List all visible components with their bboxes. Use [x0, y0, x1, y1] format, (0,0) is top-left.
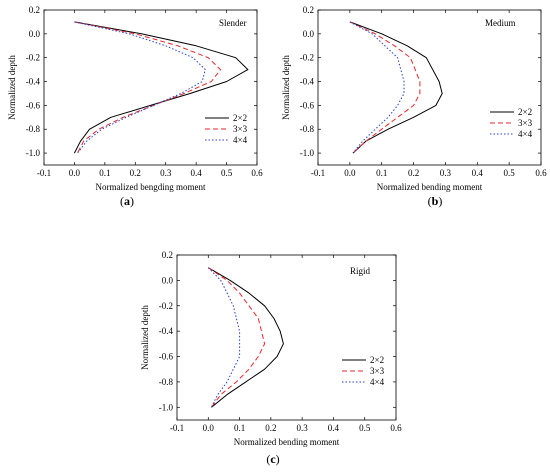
- legend-label: 2×2: [370, 355, 384, 365]
- y-tick-label: 0.0: [162, 275, 174, 285]
- y-axis-label: Normalized depth: [140, 305, 150, 370]
- x-tick-label: -0.1: [311, 168, 325, 178]
- x-tick-label: 0.3: [297, 423, 309, 433]
- y-tick-label: -0.2: [26, 53, 40, 63]
- x-axis-label: Normalized bengding moment: [96, 182, 206, 192]
- panel-caption: (b): [428, 194, 443, 208]
- y-tick-label: -0.8: [159, 377, 174, 387]
- chart-panel-b: -0.1 0.0 0.1 0.2 0.3 0.4 0.5 0.6 0.2 0.0 -0.2 -0.4 -…: [281, 5, 547, 208]
- y-tick-label: 0.0: [29, 29, 41, 39]
- x-tick-label: 0.6: [251, 168, 263, 178]
- panel-annotation: Slender: [219, 18, 247, 28]
- x-tick-label: 0.3: [160, 168, 172, 178]
- plot-frame: [317, 9, 542, 166]
- legend-label: 3×3: [518, 118, 533, 128]
- y-axis-label: Normalized depth: [281, 55, 291, 120]
- series-line-2: [208, 267, 266, 408]
- x-tick-label: 0.1: [99, 168, 110, 178]
- x-tick-label: 0.4: [472, 168, 484, 178]
- legend-label: 3×3: [233, 124, 248, 134]
- series-line-1: [208, 267, 284, 408]
- y-tick-label: 0.0: [303, 29, 315, 39]
- legend-label: 4×4: [233, 135, 248, 145]
- x-tick-label: 0.5: [221, 168, 233, 178]
- legend-label: 2×2: [518, 107, 532, 117]
- series-line-3: [74, 21, 206, 154]
- x-tick-label: 0.0: [203, 423, 215, 433]
- x-tick-label: 0.4: [191, 168, 203, 178]
- x-tick-label: 0.6: [535, 168, 547, 178]
- x-tick-label: 0.1: [376, 168, 387, 178]
- x-tick-label: 0.3: [440, 168, 452, 178]
- y-tick-label: -0.6: [300, 100, 315, 110]
- legend-label: 2×2: [233, 113, 247, 123]
- panel-caption: (c): [266, 452, 279, 466]
- x-tick-label: 0.6: [390, 423, 402, 433]
- x-tick-label: 0.4: [328, 423, 340, 433]
- y-tick-label: 0.2: [29, 5, 40, 15]
- chart-panel-a: -0.1 0.0 0.1 0.2 0.3 0.4 0.5 0.6 0.2 0.0 -0.2 -0.4 -…: [7, 5, 263, 208]
- x-tick-label: 0.1: [234, 423, 245, 433]
- y-tick-label: -0.4: [159, 326, 174, 336]
- y-tick-label: -0.6: [159, 352, 174, 362]
- panel-annotation: Medium: [485, 18, 516, 28]
- series-line-1: [349, 21, 443, 154]
- legend-label: 4×4: [518, 129, 533, 139]
- chart-panel-c: -0.1 0.0 0.1 0.2 0.3 0.4 0.5 0.6 0.2 0.0 -0.2 -0.4 -…: [140, 250, 402, 466]
- series-line-1: [73, 21, 249, 154]
- x-tick-label: 0.0: [344, 168, 356, 178]
- y-tick-label: -0.2: [300, 53, 314, 63]
- x-tick-label: 0.2: [130, 168, 141, 178]
- y-tick-label: -0.2: [159, 301, 173, 311]
- legend-label: 4×4: [370, 377, 385, 387]
- x-tick-label: 0.2: [408, 168, 419, 178]
- y-tick-label: -1.0: [300, 148, 315, 158]
- x-tick-label: -0.1: [37, 168, 51, 178]
- legend-label: 3×3: [370, 366, 385, 376]
- series-line-2: [349, 21, 421, 154]
- y-tick-label: -1.0: [26, 148, 41, 158]
- plot-frame: [43, 9, 258, 166]
- y-tick-label: -1.0: [159, 402, 174, 412]
- panel-annotation: Rigid: [350, 266, 371, 276]
- panel-caption: (a): [120, 194, 134, 208]
- y-tick-label: -0.8: [300, 124, 315, 134]
- y-tick-label: 0.2: [303, 5, 314, 15]
- x-tick-label: 0.5: [504, 168, 516, 178]
- x-tick-label: 0.5: [359, 423, 371, 433]
- y-axis-label: Normalized depth: [7, 55, 17, 120]
- x-tick-label: -0.1: [170, 423, 184, 433]
- plot-frame: [176, 254, 397, 421]
- y-tick-label: 0.2: [162, 250, 173, 260]
- y-tick-label: -0.4: [26, 77, 41, 87]
- x-tick-label: 0.2: [265, 423, 276, 433]
- x-axis-label: Normalized bending moment: [234, 437, 340, 447]
- y-tick-label: -0.4: [300, 77, 315, 87]
- x-axis-label: Normalized bending moment: [377, 182, 483, 192]
- series-line-3: [349, 21, 405, 154]
- series-line-2: [74, 21, 221, 154]
- x-tick-label: 0.0: [69, 168, 81, 178]
- y-tick-label: -0.8: [26, 124, 41, 134]
- y-tick-label: -0.6: [26, 100, 41, 110]
